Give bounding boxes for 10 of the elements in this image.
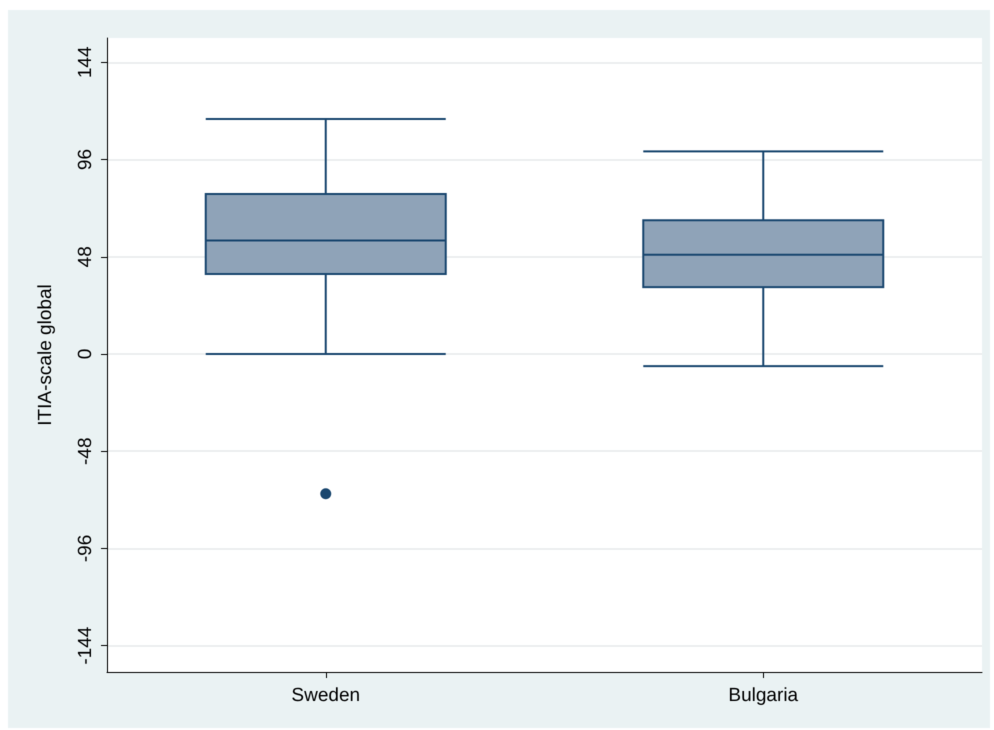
y-tick-label: 0 [75,348,96,360]
y-tick-label: -48 [75,437,96,465]
x-tick-label: Sweden [291,685,360,706]
y-tick-label: -144 [75,626,96,665]
y-tick-label: 144 [75,46,96,78]
y-tick-label: 48 [75,246,96,268]
x-tick-label: Bulgaria [728,685,799,706]
y-tick-label: 96 [75,148,96,170]
y-axis-title: ITIA-scale global [35,284,56,426]
y-tick-label: -96 [75,534,96,562]
